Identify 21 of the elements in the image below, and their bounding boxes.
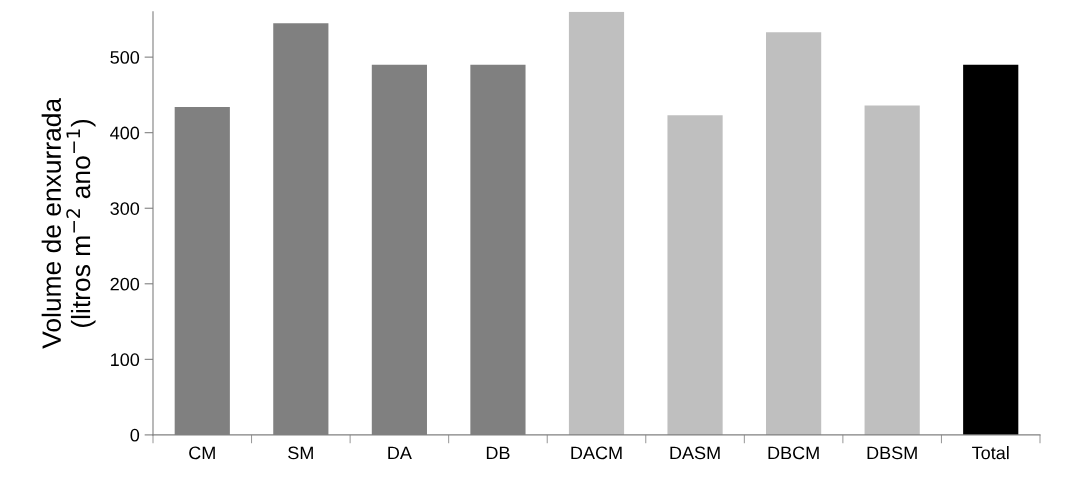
x-tick-label: DBSM (867, 446, 917, 460)
y-tick-label: 300 (110, 202, 140, 215)
x-tick-label: DASM (670, 446, 720, 460)
bar (766, 32, 822, 435)
y-tick-label: 400 (110, 126, 140, 140)
x-tick-label: DACM (571, 446, 622, 460)
x-tick-label: SM (288, 446, 313, 460)
x-tick-label: DB (486, 446, 510, 460)
x-tick-label: DA (388, 446, 412, 460)
x-tick-label: Total (972, 446, 1009, 460)
bar (963, 64, 1019, 435)
x-tick-label: DBCM (768, 446, 819, 460)
bar (864, 105, 920, 435)
y-tick-label: 100 (111, 353, 140, 367)
y-tick-label: 0 (130, 428, 140, 442)
y-tick-label: 500 (110, 51, 140, 64)
bar (667, 115, 723, 435)
bar (568, 11, 625, 435)
y-axis-title: Volume de enxurrada (litros m$^{−2}$ ano$^{−1}$) (41, 97, 96, 349)
y-tick-label: 200 (110, 277, 140, 291)
x-tick-label: CM (189, 446, 215, 460)
